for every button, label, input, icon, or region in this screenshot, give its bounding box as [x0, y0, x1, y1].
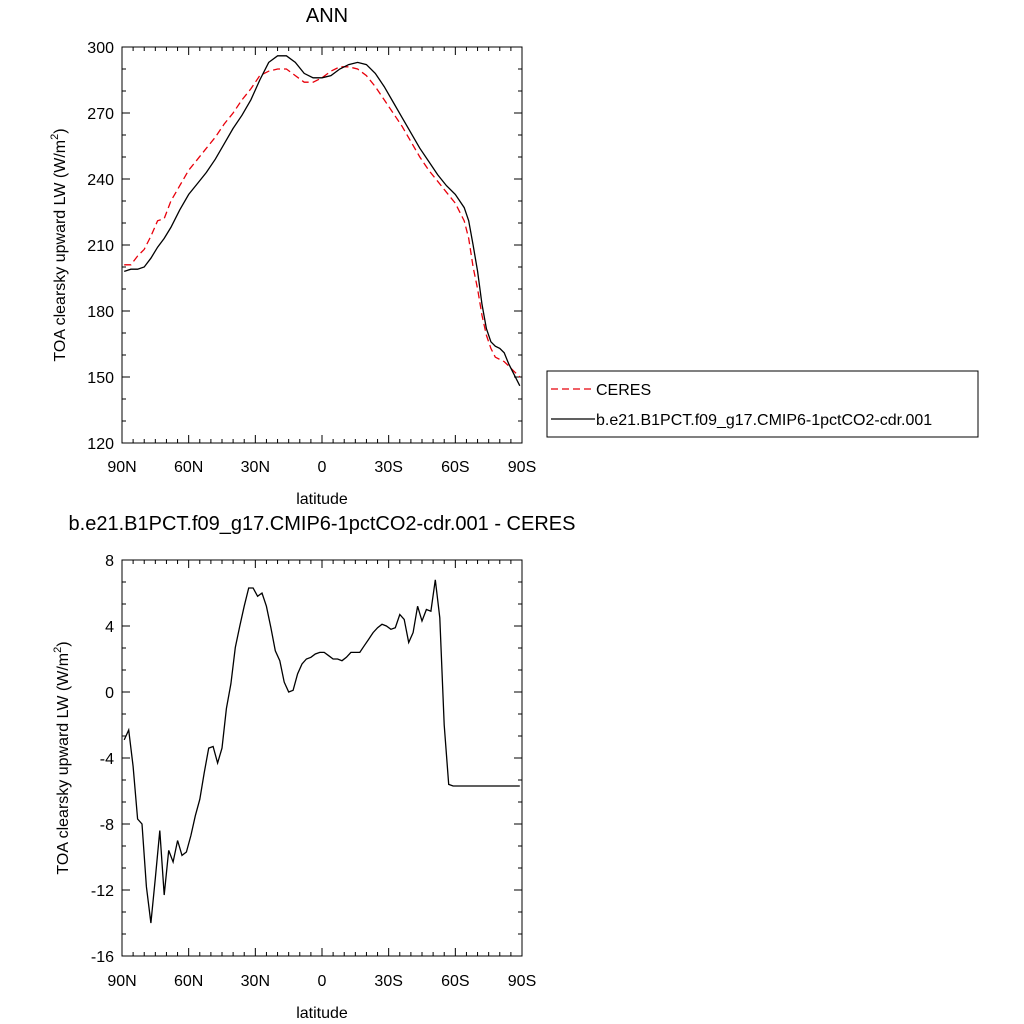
chart-title: b.e21.B1PCT.f09_g17.CMIP6-1pctCO2-cdr.00… — [69, 513, 576, 535]
y-tick-label: 4 — [105, 619, 114, 636]
y-axis-label-superscript: 2 — [49, 134, 61, 140]
y-axis-label: TOA clearsky upward LW (W/m2) — [52, 641, 72, 874]
y-tick-label: 300 — [87, 40, 114, 57]
x-tick-label: 30S — [374, 459, 402, 476]
x-tick-label: 90S — [508, 973, 536, 990]
y-axis-label-tail: ) — [52, 128, 69, 133]
y-tick-label: 150 — [87, 370, 114, 387]
x-tick-label: 30N — [241, 973, 270, 990]
x-axis-label: latitude — [296, 1005, 348, 1022]
annual-mean-chart: ANN 90N 60N 30N 0 30S 60S 90S 120 150 180 210 240 270… — [49, 5, 536, 508]
y-tick-label: 180 — [87, 304, 114, 321]
x-axis-label: latitude — [296, 491, 348, 508]
x-tick-label: 60N — [174, 973, 203, 990]
plot-frame — [121, 46, 523, 444]
legend-label: CERES — [596, 382, 651, 399]
series-line-ceres — [124, 66, 521, 378]
x-tick-label: 90N — [107, 459, 136, 476]
legend-label: b.e21.B1PCT.f09_g17.CMIP6-1pctCO2-cdr.00… — [596, 412, 932, 429]
y-axis-label-main: TOA clearsky upward LW (W/m — [52, 140, 69, 362]
y-tick-label: -4 — [100, 751, 114, 768]
x-tick-label: 60S — [441, 973, 469, 990]
series-line-difference — [123, 579, 520, 924]
series-line-model — [123, 55, 521, 387]
chart-title: ANN — [306, 5, 348, 27]
y-tick-label: -8 — [100, 817, 114, 834]
legend: CERES b.e21.B1PCT.f09_g17.CMIP6-1pctCO2-c… — [546, 370, 979, 438]
y-axis-label-superscript: 2 — [52, 647, 64, 653]
x-tick-label: 90S — [508, 459, 536, 476]
y-tick-label: 210 — [87, 238, 114, 255]
y-tick-label: 120 — [87, 436, 114, 453]
y-tick-label: -16 — [91, 949, 114, 966]
legend-box — [546, 370, 979, 438]
y-tick-label: 270 — [87, 106, 114, 123]
y-axis-label: TOA clearsky upward LW (W/m2) — [49, 128, 69, 361]
x-tick-label: 0 — [318, 459, 327, 476]
x-tick-label: 60S — [441, 459, 469, 476]
x-tick-label: 30S — [374, 973, 402, 990]
y-axis-label-main: TOA clearsky upward LW (W/m — [55, 653, 72, 875]
difference-chart: b.e21.B1PCT.f09_g17.CMIP6-1pctCO2-cdr.00… — [52, 513, 575, 1022]
y-tick-label: 240 — [87, 172, 114, 189]
y-tick-label: 8 — [105, 553, 114, 570]
x-tick-label: 90N — [107, 973, 136, 990]
y-axis-label-tail: ) — [55, 641, 72, 646]
y-tick-label: -12 — [91, 883, 114, 900]
y-tick-label: 0 — [105, 685, 114, 702]
plot-frame — [121, 559, 523, 957]
x-tick-label: 0 — [318, 973, 327, 990]
x-tick-label: 30N — [241, 459, 270, 476]
x-tick-label: 60N — [174, 459, 203, 476]
